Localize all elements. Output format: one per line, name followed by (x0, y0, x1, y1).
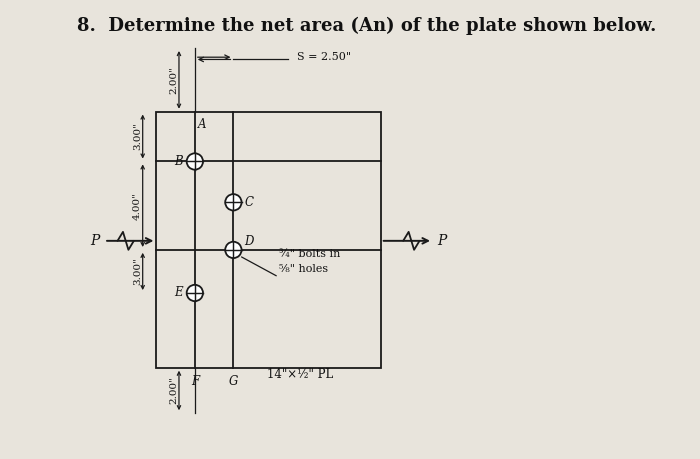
Text: 14"×½" PL: 14"×½" PL (267, 368, 334, 381)
Bar (156, 112, 381, 368)
Text: A: A (198, 118, 206, 131)
Text: 4.00": 4.00" (133, 192, 142, 220)
Text: 3.00": 3.00" (133, 257, 142, 285)
Text: 2.00": 2.00" (169, 376, 178, 404)
Text: G: G (229, 375, 238, 387)
Circle shape (187, 153, 203, 170)
Text: E: E (174, 286, 183, 299)
Text: ¾" bolts in
⅝" holes: ¾" bolts in ⅝" holes (279, 249, 340, 274)
Circle shape (225, 194, 241, 211)
Circle shape (187, 285, 203, 301)
Text: D: D (244, 235, 253, 248)
Text: F: F (191, 375, 199, 387)
Text: P: P (438, 234, 447, 248)
Text: P: P (90, 234, 99, 248)
Text: 8.  Determine the net area (An) of the plate shown below.: 8. Determine the net area (An) of the pl… (77, 17, 657, 34)
Text: 3.00": 3.00" (133, 123, 142, 151)
Text: B: B (174, 155, 183, 168)
Text: C: C (244, 196, 253, 209)
Text: 2.00": 2.00" (169, 66, 178, 94)
Circle shape (225, 242, 241, 258)
Text: S = 2.50": S = 2.50" (297, 52, 351, 62)
